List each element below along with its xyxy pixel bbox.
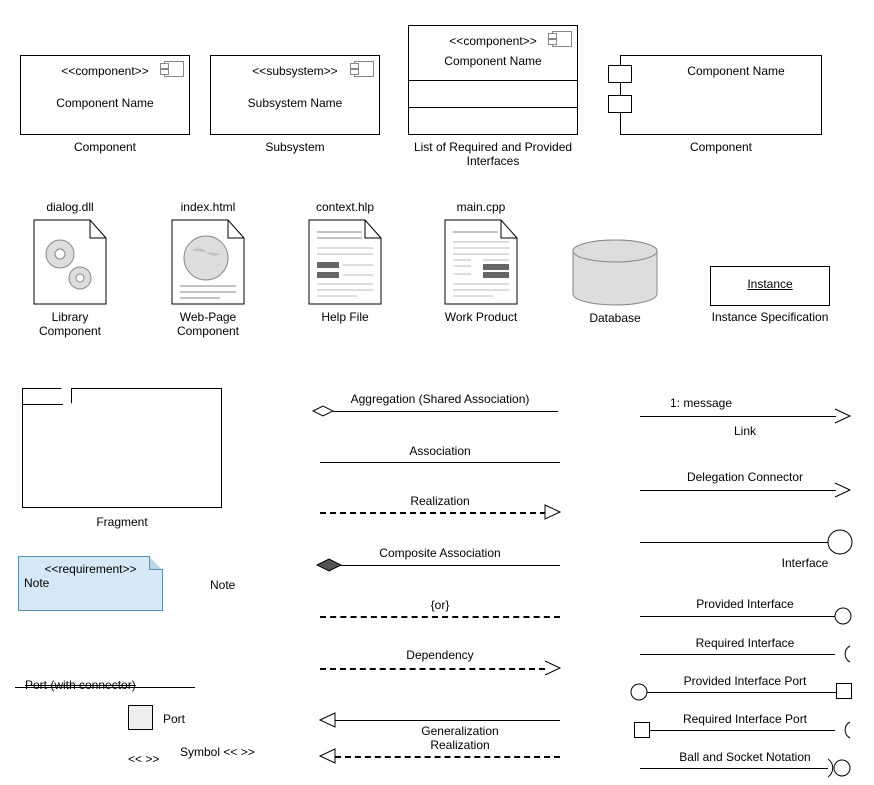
generalization-arrow bbox=[318, 712, 336, 728]
web-file-icon bbox=[170, 218, 246, 306]
note-label: Note bbox=[210, 578, 260, 592]
composite-label: Composite Association bbox=[320, 546, 560, 560]
realization2-arrow bbox=[318, 748, 336, 764]
provided-port-label: Provided Interface Port bbox=[640, 674, 850, 688]
composite-diamond bbox=[316, 558, 342, 572]
port-connector-label: Port (with connector) bbox=[25, 678, 185, 692]
delegation-arrow bbox=[834, 482, 852, 498]
component4-label: Component bbox=[620, 140, 822, 154]
help-filename: context.hlp bbox=[305, 200, 385, 214]
instance-box: Instance bbox=[710, 266, 830, 306]
symbol-left: << >> bbox=[128, 752, 178, 766]
help-label: Help File bbox=[295, 310, 395, 324]
subsystem-label: Subsystem bbox=[210, 140, 380, 154]
lib-label: Library Component bbox=[20, 310, 120, 338]
aggregation-label: Aggregation (Shared Association) bbox=[320, 392, 560, 406]
link-label: Link bbox=[640, 424, 850, 438]
link-arrow bbox=[834, 408, 852, 424]
subsystem-icon bbox=[354, 61, 374, 77]
interface-label: Interface bbox=[760, 556, 850, 570]
association-label: Association bbox=[320, 444, 560, 458]
component-label: Component bbox=[20, 140, 190, 154]
database-icon bbox=[570, 238, 660, 308]
component4-box: Component Name bbox=[620, 55, 822, 135]
delegation-label: Delegation Connector bbox=[640, 470, 850, 484]
aggregation-diamond bbox=[312, 405, 334, 417]
instance-text: Instance bbox=[711, 277, 829, 291]
component-name: Component Name bbox=[21, 96, 189, 110]
database-label: Database bbox=[565, 311, 665, 325]
instance-label: Instance Specification bbox=[710, 310, 830, 324]
dependency-line bbox=[320, 668, 545, 670]
lib-file-icon bbox=[32, 218, 108, 306]
note-text: Note bbox=[24, 576, 157, 590]
realization-label: Realization bbox=[320, 494, 560, 508]
port-label: Port bbox=[163, 712, 213, 726]
component-box: <<component>> Component Name bbox=[20, 55, 190, 135]
dependency-arrow bbox=[544, 660, 562, 676]
required-label: Required Interface bbox=[640, 636, 850, 650]
lib-filename: dialog.dll bbox=[30, 200, 110, 214]
interface-line bbox=[640, 542, 828, 543]
msg-label: 1: message bbox=[670, 396, 770, 410]
realization2-label: Realization bbox=[380, 738, 540, 752]
subsystem-box: <<subsystem>> Subsystem Name bbox=[210, 55, 380, 135]
required-line bbox=[640, 654, 835, 655]
web-label: Web-Page Component bbox=[158, 310, 258, 338]
fragment-box bbox=[22, 388, 222, 508]
component4-port2 bbox=[608, 95, 632, 113]
work-label: Work Product bbox=[431, 310, 531, 324]
component4-name: Component Name bbox=[651, 64, 821, 78]
provided-line bbox=[640, 616, 835, 617]
link-line bbox=[640, 416, 836, 417]
required-port-line bbox=[650, 730, 835, 731]
generalization-line bbox=[335, 720, 560, 721]
interfaces-box: <<component>> Component Name bbox=[408, 25, 578, 135]
realization2-line bbox=[335, 756, 560, 758]
work-file-icon bbox=[443, 218, 519, 306]
interface-circle bbox=[826, 528, 854, 556]
ball-socket-label: Ball and Socket Notation bbox=[640, 750, 850, 764]
component-icon bbox=[164, 61, 184, 77]
provided-port-line bbox=[647, 692, 837, 693]
ball-socket-line bbox=[640, 768, 828, 769]
association-line bbox=[320, 462, 560, 463]
generalization-label: Generalization bbox=[380, 724, 540, 738]
web-filename: index.html bbox=[168, 200, 248, 214]
note-box: <<requirement>> Note bbox=[18, 556, 163, 611]
interfaces-name: Component Name bbox=[409, 54, 577, 68]
or-label: {or} bbox=[320, 598, 560, 612]
delegation-line bbox=[640, 490, 836, 491]
provided-label: Provided Interface bbox=[640, 597, 850, 611]
work-filename: main.cpp bbox=[441, 200, 521, 214]
or-line bbox=[320, 616, 560, 618]
help-file-icon bbox=[307, 218, 383, 306]
fragment-label: Fragment bbox=[22, 515, 222, 529]
port-box bbox=[128, 705, 153, 730]
required-port-label: Required Interface Port bbox=[640, 712, 850, 726]
subsystem-name: Subsystem Name bbox=[211, 96, 379, 110]
symbol-right: Symbol << >> bbox=[180, 745, 260, 759]
note-stereo: <<requirement>> bbox=[24, 562, 157, 576]
aggregation-line bbox=[333, 411, 558, 412]
interfaces-comp-icon bbox=[552, 31, 572, 47]
composite-line bbox=[340, 565, 560, 566]
component4-port1 bbox=[608, 65, 632, 83]
dependency-label: Dependency bbox=[320, 648, 560, 662]
realization-line bbox=[320, 512, 546, 514]
interfaces-label: List of Required and Provided Interfaces bbox=[408, 140, 578, 168]
